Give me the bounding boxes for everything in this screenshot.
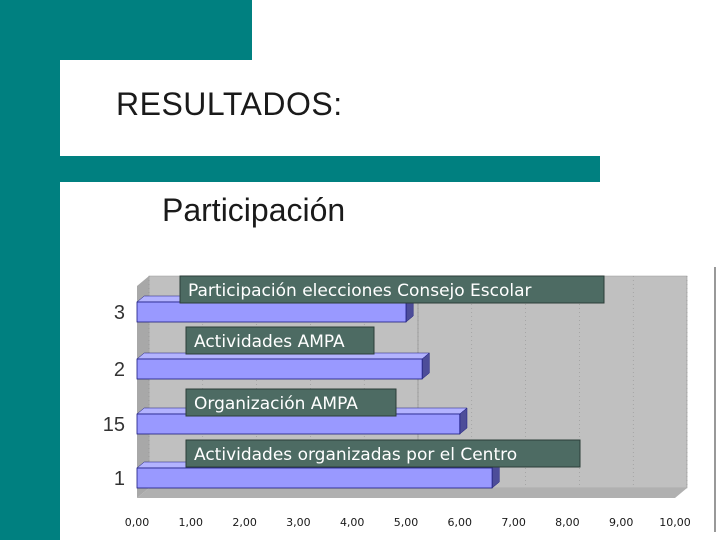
decorative-band-left (0, 0, 60, 540)
x-tick-label: 8,00 (555, 516, 580, 529)
chart-floor (137, 488, 687, 498)
x-tick-label: 0,00 (125, 516, 150, 529)
bar (136, 358, 423, 380)
slide-subtitle: Participación (162, 192, 346, 228)
x-tick-label: 7,00 (501, 516, 525, 529)
bar (136, 413, 461, 435)
x-tick-label: 5,00 (394, 516, 419, 529)
bar-label: Actividades organizadas por el Centro (194, 445, 517, 465)
bar-label: Participación elecciones Consejo Escolar (188, 281, 532, 301)
bar-label: Actividades AMPA (194, 332, 345, 352)
chart-bar-labels: Participación elecciones Consejo Escolar… (179, 275, 605, 468)
chart-x-tick-labels: 0,00 1,00 2,00 3,00 4,00 5,00 6,00 7,00 8,00 9,00… (125, 516, 691, 529)
bar (136, 467, 493, 489)
x-tick-label: 2,00 (232, 516, 257, 529)
decorative-divider (60, 156, 600, 182)
x-tick-label: 6,00 (448, 516, 473, 529)
bar (136, 301, 407, 323)
participation-bar-chart: 3 2 15 1 0,00 1,00 2,00 3,00 4,00 5,00 6,00 7,00 8,… (103, 267, 716, 532)
chart-side-wall (137, 276, 149, 498)
bar-label-box (185, 439, 581, 468)
bar-label-box (185, 388, 397, 417)
x-tick-label: 9,00 (609, 516, 634, 529)
category-label: 3 (114, 302, 125, 324)
bar-label: Organización AMPA (194, 394, 358, 414)
x-tick-label: 4,00 (340, 516, 365, 529)
category-label: 2 (114, 359, 125, 381)
x-tick-label: 1,00 (179, 516, 204, 529)
category-label: 1 (114, 468, 125, 490)
slide-title: RESULTADOS: (116, 86, 343, 122)
chart-category-labels: 3 2 15 1 (103, 302, 125, 490)
decorative-corner (60, 60, 120, 120)
category-label: 15 (103, 414, 125, 436)
bar-label-box (185, 326, 375, 355)
x-tick-label: 10,00 (659, 516, 691, 529)
x-tick-label: 3,00 (286, 516, 311, 529)
bar-label-box (179, 275, 605, 304)
